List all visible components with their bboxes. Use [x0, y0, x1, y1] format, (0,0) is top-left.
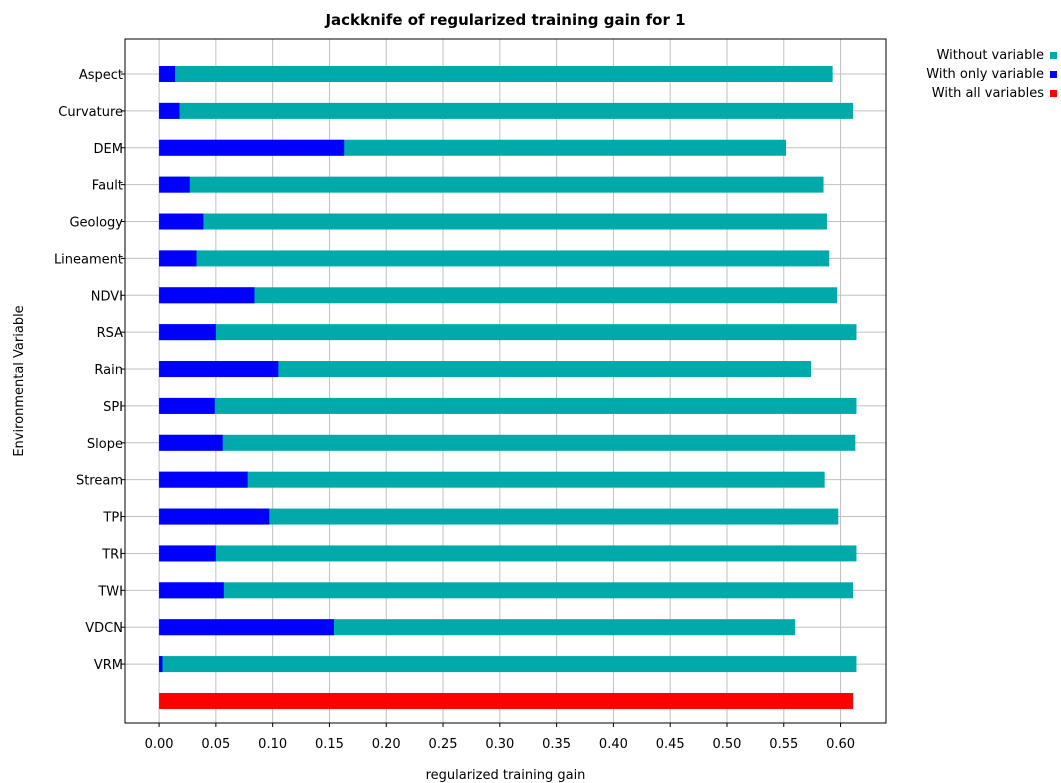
bar-with-only-variable: [159, 545, 216, 562]
legend-item-all: With all variables: [926, 84, 1057, 103]
bar-with-only-variable: [159, 213, 204, 230]
x-tick-label: 0.55: [769, 737, 798, 752]
legend-label-without: Without variable: [936, 48, 1044, 63]
legend-swatch-without: [1050, 52, 1057, 59]
bar-with-only-variable: [159, 619, 334, 636]
category-label: Geology: [69, 216, 123, 231]
category-label: Lineament: [54, 252, 123, 267]
category-label: Curvature: [58, 105, 123, 120]
chart-title: Jackknife of regularized training gain f…: [325, 11, 686, 29]
bar-with-only-variable: [159, 102, 180, 119]
bar-with-only-variable: [159, 471, 248, 488]
category-label: RSA: [97, 326, 124, 341]
bar-with-only-variable: [159, 508, 270, 525]
bar-without-variable: [159, 176, 824, 193]
x-tick-label: 0.60: [826, 737, 855, 752]
bar-with-only-variable: [159, 397, 215, 414]
bar-with-only-variable: [159, 139, 345, 156]
legend-swatch-all: [1050, 90, 1057, 97]
bar-without-variable: [159, 434, 856, 451]
bar-with-only-variable: [159, 176, 190, 193]
category-label: NDVI: [91, 289, 123, 304]
bar-with-only-variable: [159, 287, 255, 304]
plot-frame: [124, 38, 887, 724]
category-label: Rain: [94, 363, 123, 378]
tick-layer: 0.00 0.05 0.10 0.15 0.20 0.25 0.30 0.35 0.40 0.45…: [54, 68, 855, 752]
x-tick-label: 0.15: [315, 737, 344, 752]
category-label: TWI: [97, 584, 123, 599]
category-label: TPI: [102, 511, 123, 526]
x-tick-label: 0.00: [145, 737, 174, 752]
bar-with-only-variable: [159, 66, 175, 82]
x-tick-label: 0.35: [542, 737, 571, 752]
bar-with-only-variable: [159, 582, 224, 599]
x-tick-label: 0.05: [201, 737, 230, 752]
legend-item-without: Without variable: [926, 46, 1057, 65]
x-tick-label: 0.10: [258, 737, 287, 752]
bar-without-variable: [159, 656, 857, 673]
category-label: Fault: [92, 179, 123, 194]
legend-item-only: With only variable: [926, 65, 1057, 84]
category-label: VRM: [94, 658, 123, 673]
category-label: SPI: [103, 400, 123, 415]
bar-with-only-variable: [159, 434, 223, 451]
x-axis-title: regularized training gain: [426, 768, 586, 783]
category-label: TRI: [101, 547, 123, 562]
bar-without-variable: [159, 66, 833, 82]
bar-without-variable: [159, 545, 857, 562]
category-label: VDCN: [85, 621, 123, 636]
bar-without-variable: [159, 213, 827, 230]
bar-with-only-variable: [159, 324, 216, 341]
category-label: Slope: [87, 437, 123, 452]
x-tick-label: 0.45: [656, 737, 685, 752]
x-tick-label: 0.40: [599, 737, 628, 752]
x-tick-label: 0.50: [713, 737, 742, 752]
x-tick-label: 0.25: [429, 737, 458, 752]
bar-with-only-variable: [159, 361, 279, 378]
bar-without-variable: [159, 287, 838, 304]
x-tick-label: 0.20: [372, 737, 401, 752]
bar-without-variable: [159, 471, 825, 488]
category-label: DEM: [94, 142, 123, 157]
legend-label-only: With only variable: [926, 67, 1044, 82]
bar-without-variable: [159, 508, 839, 525]
bar-with-only-variable: [159, 250, 197, 267]
bar-without-variable: [159, 102, 854, 119]
bar-with-only-variable: [159, 656, 163, 673]
bar-with-all-variables: [159, 692, 854, 709]
bar-without-variable: [159, 582, 854, 599]
bar-without-variable: [159, 324, 857, 341]
legend: Without variable With only variable With…: [926, 46, 1057, 103]
bar-without-variable: [159, 361, 812, 378]
y-axis-title: Environmental Variable: [12, 305, 27, 456]
x-tick-label: 0.30: [485, 737, 514, 752]
legend-swatch-only: [1050, 71, 1057, 78]
legend-label-all: With all variables: [931, 86, 1044, 101]
category-label: Stream: [76, 474, 123, 489]
category-label: Aspect: [79, 68, 123, 83]
bar-without-variable: [159, 397, 857, 414]
bar-without-variable: [159, 250, 830, 267]
bar-layer: [159, 66, 857, 709]
